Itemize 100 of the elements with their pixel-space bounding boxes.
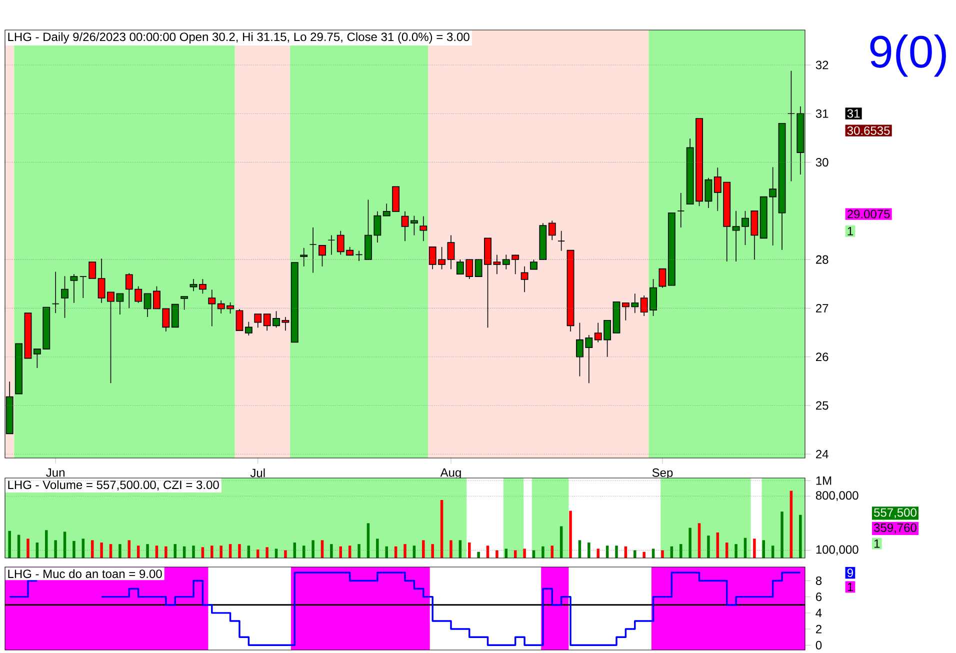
bar: [762, 540, 766, 558]
text: 9(0): [870, 34, 946, 77]
bar: [238, 544, 241, 558]
bar: [753, 538, 756, 558]
bar: [642, 552, 646, 558]
bar: [422, 540, 425, 558]
bar: [146, 544, 149, 558]
bar: [72, 540, 76, 558]
bar: [192, 546, 195, 558]
candlestick: [447, 234, 455, 270]
x-tick-label: Jul: [250, 468, 265, 478]
bar: [440, 500, 444, 558]
candlestick: [309, 227, 317, 274]
bar: [174, 544, 176, 558]
bar: [266, 547, 268, 558]
bar: [330, 544, 333, 558]
candlestick: [548, 220, 556, 241]
candlestick: [530, 259, 538, 270]
candlestick: [180, 296, 188, 310]
candlestick: [244, 321, 252, 336]
chart-title: LHG - Muc do an toan = 9.00: [8, 569, 162, 578]
bar: [799, 514, 802, 558]
candlestick: [208, 289, 216, 327]
bar: [256, 549, 260, 558]
bar: [790, 490, 793, 558]
y-tick-label: 4: [816, 608, 822, 618]
y-tick-label: 26: [816, 352, 828, 362]
candlestick: [677, 192, 685, 228]
y-tick-label: 1M: [816, 476, 832, 485]
candlestick: [236, 308, 244, 331]
bar: [431, 544, 434, 558]
candlestick: [52, 271, 60, 314]
candlestick: [79, 276, 87, 298]
y-tick-label: 0: [816, 640, 822, 650]
bar: [569, 510, 572, 558]
bar: [542, 546, 544, 558]
y-tick-label: 8: [816, 576, 822, 585]
y-tick-label: 30: [816, 158, 828, 167]
y-tick-label: 27: [816, 304, 828, 312]
x-tick-label: Sep: [652, 468, 673, 480]
candlestick: [190, 278, 198, 292]
bar: [596, 548, 600, 558]
bar: [210, 546, 214, 558]
y-tick-label: 24: [816, 450, 828, 458]
bar: [477, 552, 480, 558]
candlestick: [61, 276, 68, 318]
y-tick-label: 2: [816, 624, 822, 634]
chart-title: LHG - Daily 9/26/2023 00:00:00 Open 30.2, Hi 31.15, Lo 29.75, Close 31 (0.0%) = 3.00: [8, 32, 470, 44]
bar: [312, 540, 314, 558]
chart-title: LHG - Volume = 557,500.00, CZI = 3.00: [8, 480, 219, 490]
candlestick: [401, 211, 409, 242]
text: 30.6535: [847, 126, 890, 135]
bar: [358, 544, 360, 558]
y-tick-label: 100,000: [816, 545, 858, 556]
candlestick: [88, 262, 96, 279]
bar: [100, 542, 103, 558]
bar: [8, 530, 11, 558]
y-tick-label: 6: [816, 592, 822, 602]
candlestick: [198, 278, 206, 294]
bar: [615, 546, 618, 558]
y-tick-label: 800,000: [816, 491, 858, 502]
text: 557,500: [874, 508, 916, 518]
candlestick: [171, 304, 179, 328]
candlestick: [558, 230, 566, 252]
bar: [26, 538, 30, 558]
bar: [734, 544, 738, 558]
text: 1: [874, 539, 880, 548]
y-tick-label: 28: [816, 255, 828, 264]
bar: [588, 542, 590, 558]
x-tick-label: Jun: [46, 468, 64, 477]
text: 29.0075: [847, 210, 890, 218]
candlestick: [300, 247, 308, 267]
bar: [634, 550, 636, 558]
candlestick: [328, 234, 336, 256]
bar: [707, 536, 710, 558]
text: 9: [847, 568, 853, 578]
candlestick: [520, 266, 528, 293]
bar: [54, 540, 57, 558]
text: 359,760: [874, 523, 916, 534]
text: 1: [848, 582, 853, 592]
candlestick: [70, 274, 78, 304]
bar: [385, 546, 388, 558]
candlestick: [788, 70, 795, 182]
candlestick: [658, 268, 666, 288]
candlestick: [420, 216, 428, 242]
y-tick-label: 32: [816, 60, 828, 70]
candlestick: [144, 293, 152, 318]
candlestick: [318, 245, 326, 267]
bar: [45, 530, 48, 558]
bar: [164, 546, 168, 558]
bar: [496, 550, 498, 558]
y-tick-label: 25: [816, 401, 828, 410]
bar: [523, 548, 526, 558]
candlestick: [410, 215, 418, 236]
text: 1: [848, 227, 853, 236]
candlestick: [355, 250, 363, 262]
bar: [118, 544, 122, 558]
bar: [780, 512, 784, 558]
y-tick-label: 31: [816, 109, 828, 118]
candlestick: [254, 314, 262, 328]
